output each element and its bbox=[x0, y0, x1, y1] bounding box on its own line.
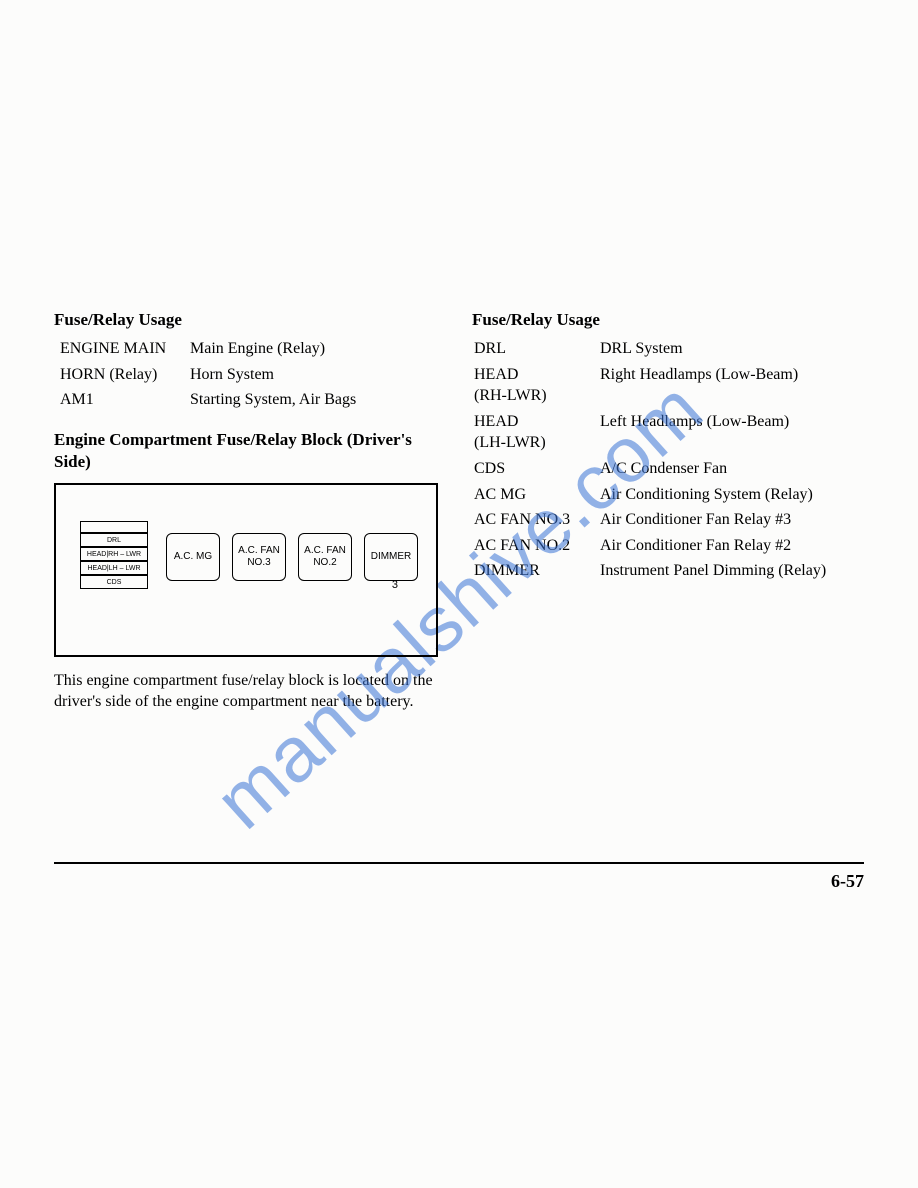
fuse-row: HEAD (LH-LWR) Left Headlamps (Low-Beam) bbox=[472, 411, 864, 454]
fuse-desc: Starting System, Air Bags bbox=[190, 389, 446, 411]
fuse-name: HEAD (RH-LWR) bbox=[472, 364, 600, 407]
fuse-name: DIMMER bbox=[472, 560, 600, 582]
fuse-name: AC FAN NO.3 bbox=[472, 509, 600, 531]
right-column: Fuse/Relay Usage DRL DRL System HEAD (RH… bbox=[472, 310, 864, 713]
fuse-row: AC FAN NO.2 Air Conditioner Fan Relay #2 bbox=[472, 535, 864, 557]
relay-row: A.C. MG A.C. FAN NO.3 A.C. FAN NO.2 DIMM… bbox=[166, 533, 418, 581]
relay-box: DIMMER bbox=[364, 533, 418, 581]
fuse-row: DRL DRL System bbox=[472, 338, 864, 360]
fuse-row: DIMMER Instrument Panel Dimming (Relay) bbox=[472, 560, 864, 582]
fuse-desc: Air Conditioner Fan Relay #2 bbox=[600, 535, 864, 557]
fuse-name: ENGINE MAIN bbox=[54, 338, 190, 360]
fuse-desc: DRL System bbox=[600, 338, 864, 360]
fuse-row: AC MG Air Conditioning System (Relay) bbox=[472, 484, 864, 506]
small-fuse-stack: DRL HEAD|RH – LWR HEAD|LH – LWR CDS bbox=[80, 521, 148, 589]
page-number: 6-57 bbox=[831, 871, 864, 892]
fuse-name: HEAD (LH-LWR) bbox=[472, 411, 600, 454]
fuse-name: AC MG bbox=[472, 484, 600, 506]
footer-rule bbox=[54, 862, 864, 864]
fuse-row: AC FAN NO.3 Air Conditioner Fan Relay #3 bbox=[472, 509, 864, 531]
fuse-desc: Air Conditioning System (Relay) bbox=[600, 484, 864, 506]
relay-box: A.C. MG bbox=[166, 533, 220, 581]
fuse-desc: Air Conditioner Fan Relay #3 bbox=[600, 509, 864, 531]
small-fuse: HEAD|RH – LWR bbox=[80, 547, 148, 561]
fuse-diagram: DRL HEAD|RH – LWR HEAD|LH – LWR CDS A.C.… bbox=[54, 483, 438, 657]
small-fuse: DRL bbox=[80, 533, 148, 547]
left-subheading: Engine Compartment Fuse/Relay Block (Dri… bbox=[54, 429, 446, 473]
fuse-row: ENGINE MAIN Main Engine (Relay) bbox=[54, 338, 446, 360]
fuse-name: AC FAN NO.2 bbox=[472, 535, 600, 557]
fuse-name: CDS bbox=[472, 458, 600, 480]
fuse-name: HORN (Relay) bbox=[54, 364, 190, 386]
diagram-corner-number: 3 bbox=[392, 579, 398, 591]
fuse-name: AM1 bbox=[54, 389, 190, 411]
fuse-desc: A/C Condenser Fan bbox=[600, 458, 864, 480]
fuse-desc: Horn System bbox=[190, 364, 446, 386]
fuse-desc: Left Headlamps (Low-Beam) bbox=[600, 411, 864, 454]
left-body-text: This engine compartment fuse/relay block… bbox=[54, 671, 446, 713]
fuse-desc: Instrument Panel Dimming (Relay) bbox=[600, 560, 864, 582]
fuse-desc: Main Engine (Relay) bbox=[190, 338, 446, 360]
fuse-row: CDS A/C Condenser Fan bbox=[472, 458, 864, 480]
fuse-row: AM1 Starting System, Air Bags bbox=[54, 389, 446, 411]
relay-box: A.C. FAN NO.2 bbox=[298, 533, 352, 581]
relay-box: A.C. FAN NO.3 bbox=[232, 533, 286, 581]
fuse-name: DRL bbox=[472, 338, 600, 360]
fuse-desc: Right Headlamps (Low-Beam) bbox=[600, 364, 864, 407]
right-heading: Fuse/Relay Usage bbox=[472, 310, 864, 330]
page-content: Fuse/Relay Usage ENGINE MAIN Main Engine… bbox=[0, 0, 918, 713]
fuse-row: HORN (Relay) Horn System bbox=[54, 364, 446, 386]
small-fuse bbox=[80, 521, 148, 533]
left-column: Fuse/Relay Usage ENGINE MAIN Main Engine… bbox=[54, 310, 446, 713]
left-heading: Fuse/Relay Usage bbox=[54, 310, 446, 330]
small-fuse: CDS bbox=[80, 575, 148, 589]
fuse-row: HEAD (RH-LWR) Right Headlamps (Low-Beam) bbox=[472, 364, 864, 407]
small-fuse: HEAD|LH – LWR bbox=[80, 561, 148, 575]
